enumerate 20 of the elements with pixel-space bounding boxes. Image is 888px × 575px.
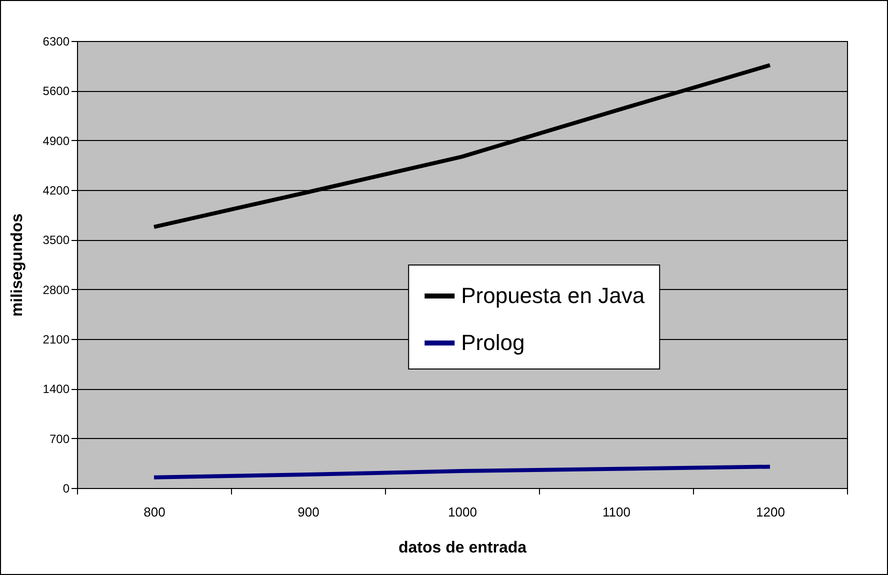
x-tick-label: 900 [298, 504, 320, 520]
y-tick-label: 6300 [42, 34, 70, 48]
y-tick-label: 0 [62, 482, 70, 496]
y-tick-label: 5600 [42, 84, 70, 98]
y-tick-label: 4900 [42, 134, 70, 148]
legend-label: Propuesta en Java [461, 283, 646, 308]
y-tick-label: 3500 [42, 233, 70, 248]
y-tick-label: 2100 [42, 332, 70, 346]
y-axis-title: milisegundos [8, 213, 26, 317]
legend-label: Prolog [461, 330, 525, 355]
y-tick-label: 1400 [42, 382, 70, 396]
x-tick-label: 1100 [602, 504, 630, 520]
y-tick-label: 4200 [42, 184, 70, 198]
line-series [152, 464, 772, 480]
y-tick-label: 700 [49, 432, 70, 446]
x-tick-label: 1000 [448, 504, 477, 520]
x-axis-title: datos de entrada [398, 540, 527, 556]
x-tick-label: 800 [144, 504, 166, 520]
x-tick-label: 1200 [756, 504, 785, 520]
y-tick-label: 2800 [42, 282, 70, 297]
